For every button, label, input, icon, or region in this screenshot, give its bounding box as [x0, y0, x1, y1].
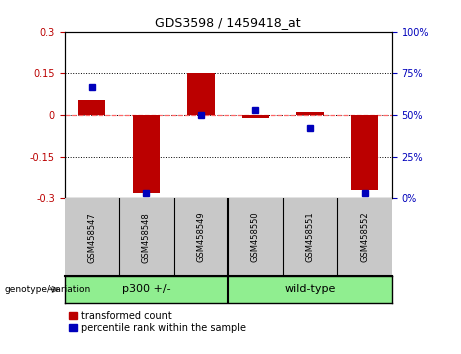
Text: GSM458551: GSM458551 [306, 212, 314, 263]
Bar [242, 115, 269, 118]
Bar [351, 115, 378, 190]
Text: GSM458549: GSM458549 [196, 212, 206, 263]
Bar [78, 100, 106, 115]
Text: GSM458548: GSM458548 [142, 212, 151, 263]
Bar [187, 74, 214, 115]
Title: GDS3598 / 1459418_at: GDS3598 / 1459418_at [155, 16, 301, 29]
Text: wild-type: wild-type [284, 284, 336, 295]
Bar [296, 112, 324, 115]
Bar [133, 115, 160, 193]
Text: p300 +/-: p300 +/- [122, 284, 171, 295]
Text: GSM458550: GSM458550 [251, 212, 260, 263]
Text: GSM458547: GSM458547 [87, 212, 96, 263]
Text: genotype/variation: genotype/variation [5, 285, 91, 294]
Legend: transformed count, percentile rank within the sample: transformed count, percentile rank withi… [70, 311, 246, 333]
Text: GSM458552: GSM458552 [360, 212, 369, 263]
